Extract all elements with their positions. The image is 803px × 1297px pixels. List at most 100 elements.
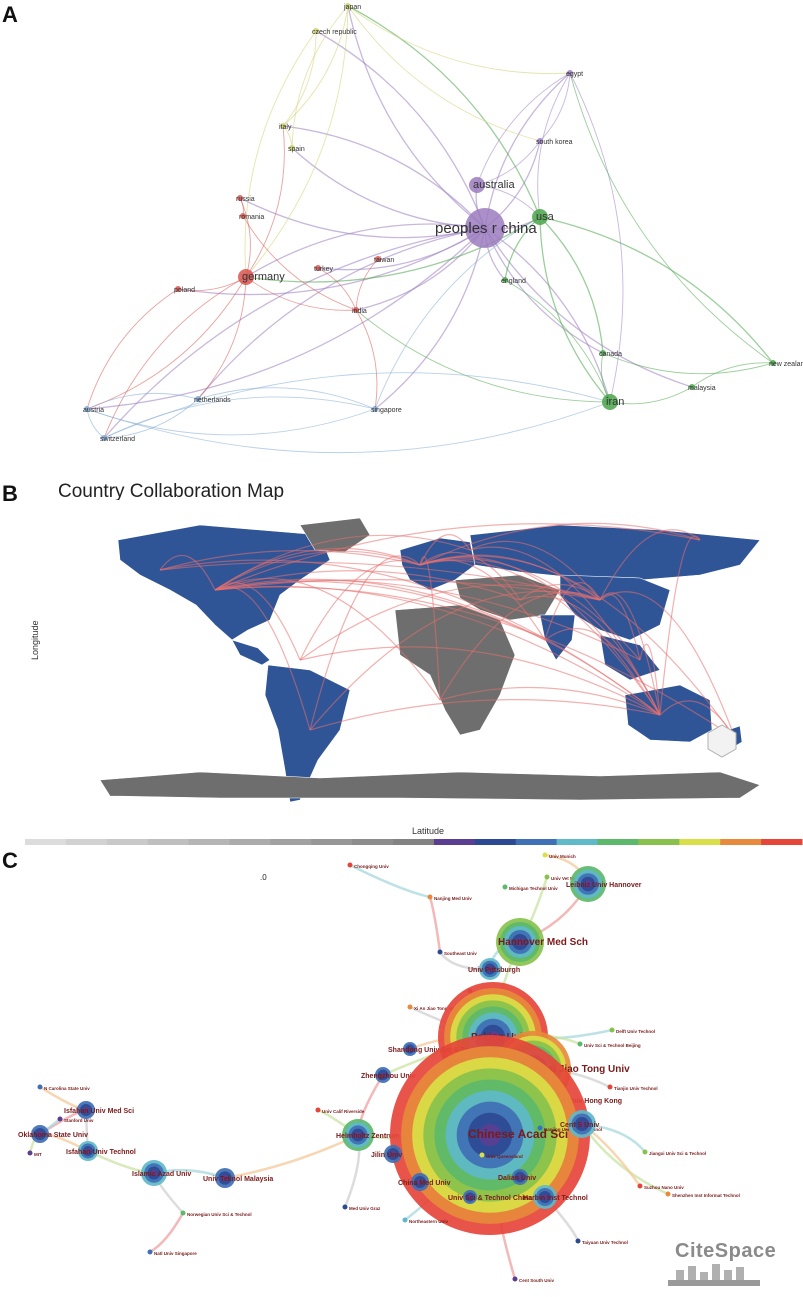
institution-label-utm: Univ Teknol Malaysia [203,1176,273,1183]
collaboration-map [25,500,803,845]
institution-label-islamicazad: Islamic Azad Univ [132,1171,191,1178]
network-edge [86,392,199,410]
network-edge [374,216,541,410]
institution-label-oklahoma: Oklahoma State Univ [18,1132,88,1139]
panel-letter-b: B [2,481,18,506]
legend-swatch [270,839,312,845]
institution-node-pittsburgh [479,958,501,980]
institution-network: Chongqing Univ Nanjing Med Univ Univ Munic… [18,852,740,1283]
network-edge [177,227,486,296]
legend-swatch [188,839,230,845]
institution-node-nus [147,1249,153,1255]
country-node-iran [602,394,618,410]
country-label-australia: australia [473,179,515,191]
network-edge [476,72,571,186]
country-node-skorea [537,138,543,144]
country-label-germany: germany [242,271,285,283]
country-label-skorea: south korea [536,139,573,146]
country-label-singapore: singapore [371,407,402,414]
network-edge [569,72,774,364]
network-edge [569,72,624,403]
network-edge [242,215,357,311]
institution-node-leibniz [570,866,606,902]
institution-label-delft: Delft Univ Technol [616,1029,655,1034]
institution-node-oklahoma [31,1125,49,1143]
country-label-spain: spain [288,146,305,153]
collab-link [214,577,441,701]
country-label-russia: russia [236,196,255,203]
institution-node-uq [479,1152,485,1158]
collab-link [159,559,661,716]
legend-swatch [106,839,149,845]
network-edge [282,125,486,229]
country-label-poland: poland [174,287,195,294]
collab-link [519,595,661,716]
country-label-usa: usa [536,211,555,223]
institution-node-dalian [512,1169,528,1185]
legend-swatch [352,839,394,845]
institution-label-norwegian: Norwegian Univ Sci & Technol [187,1212,252,1217]
collab-link [639,643,661,716]
institution-label-dalian: Dalian Univ [498,1175,536,1182]
institution-label-shenzheninf: Shenzhen Inst Informat Technol [672,1193,740,1198]
institution-node-stanford [57,1116,63,1122]
network-edge [539,216,611,403]
collab-link [469,540,601,601]
legend-swatch [515,839,558,845]
network-edge [86,276,247,410]
institution-node-suzhounor [637,1183,643,1189]
institution-node-ustc [463,1190,477,1204]
network-edge [347,5,541,218]
institution-node-cas [390,1035,590,1235]
network-edge [245,276,357,311]
country-label-switzerland: switzerland [100,436,135,443]
legend-swatch [597,839,639,845]
country-node-switzerland [101,435,107,441]
legend-swatch [147,839,190,845]
institution-node-norwegian [180,1210,186,1216]
map-title: Country Collaboration Map [58,481,285,502]
network-edge [539,216,604,354]
institution-node-shandong [403,1042,417,1056]
network-edge [197,387,376,410]
map-x-axis-label: Latitude [412,826,445,836]
collab-link [299,646,661,716]
land-antarctica [99,771,761,801]
institution-node-ucriverside [315,1107,321,1113]
institution-label-medgraz: Med Univ Graz [349,1206,381,1211]
institution-label-leibniz: Leibniz Univ Hannover [566,882,642,889]
collab-link [214,550,421,591]
country-node-malaysia [689,384,695,390]
institution-label-centralsouth: Cent South Univ [519,1278,554,1283]
institution-node-hannovermed [496,918,544,966]
institution-label-southeast: Southeast Univ [444,951,477,956]
collab-edge [428,896,442,953]
panel-letter-a: A [2,2,18,27]
country-label-nz: new zealand [769,361,803,368]
network-edge [539,216,774,364]
country-label-malaysia: malaysia [688,385,716,392]
collab-link [309,555,421,731]
country-node-netherlands [195,396,201,402]
legend-swatch [393,839,435,845]
collab-link [599,529,701,601]
collab-link [419,551,521,601]
collab-link [419,556,441,701]
country-node-czech [313,28,319,34]
country-label-netherlands: netherlands [194,397,231,404]
institution-label-suzhounor: Suzhou Nano Univ [644,1185,684,1190]
collab-link [419,522,701,566]
country-label-india: india [352,308,367,315]
institution-node-jilin [384,1145,402,1163]
institution-label-nus: Natl Univ Singapore [154,1251,197,1256]
institution-node-vetmed [544,874,550,880]
institution-node-taiyuan [575,1238,581,1244]
country-label-austria: austria [83,407,104,414]
network-edge [609,386,693,405]
country-node-england [502,277,508,283]
country-node-poland [175,286,181,292]
network-edge [355,258,379,311]
institution-label-sjtu: Shanghai Jiao Tong Univ [511,1064,630,1075]
stray-label: .0 [260,873,267,882]
network-edge [245,5,349,278]
